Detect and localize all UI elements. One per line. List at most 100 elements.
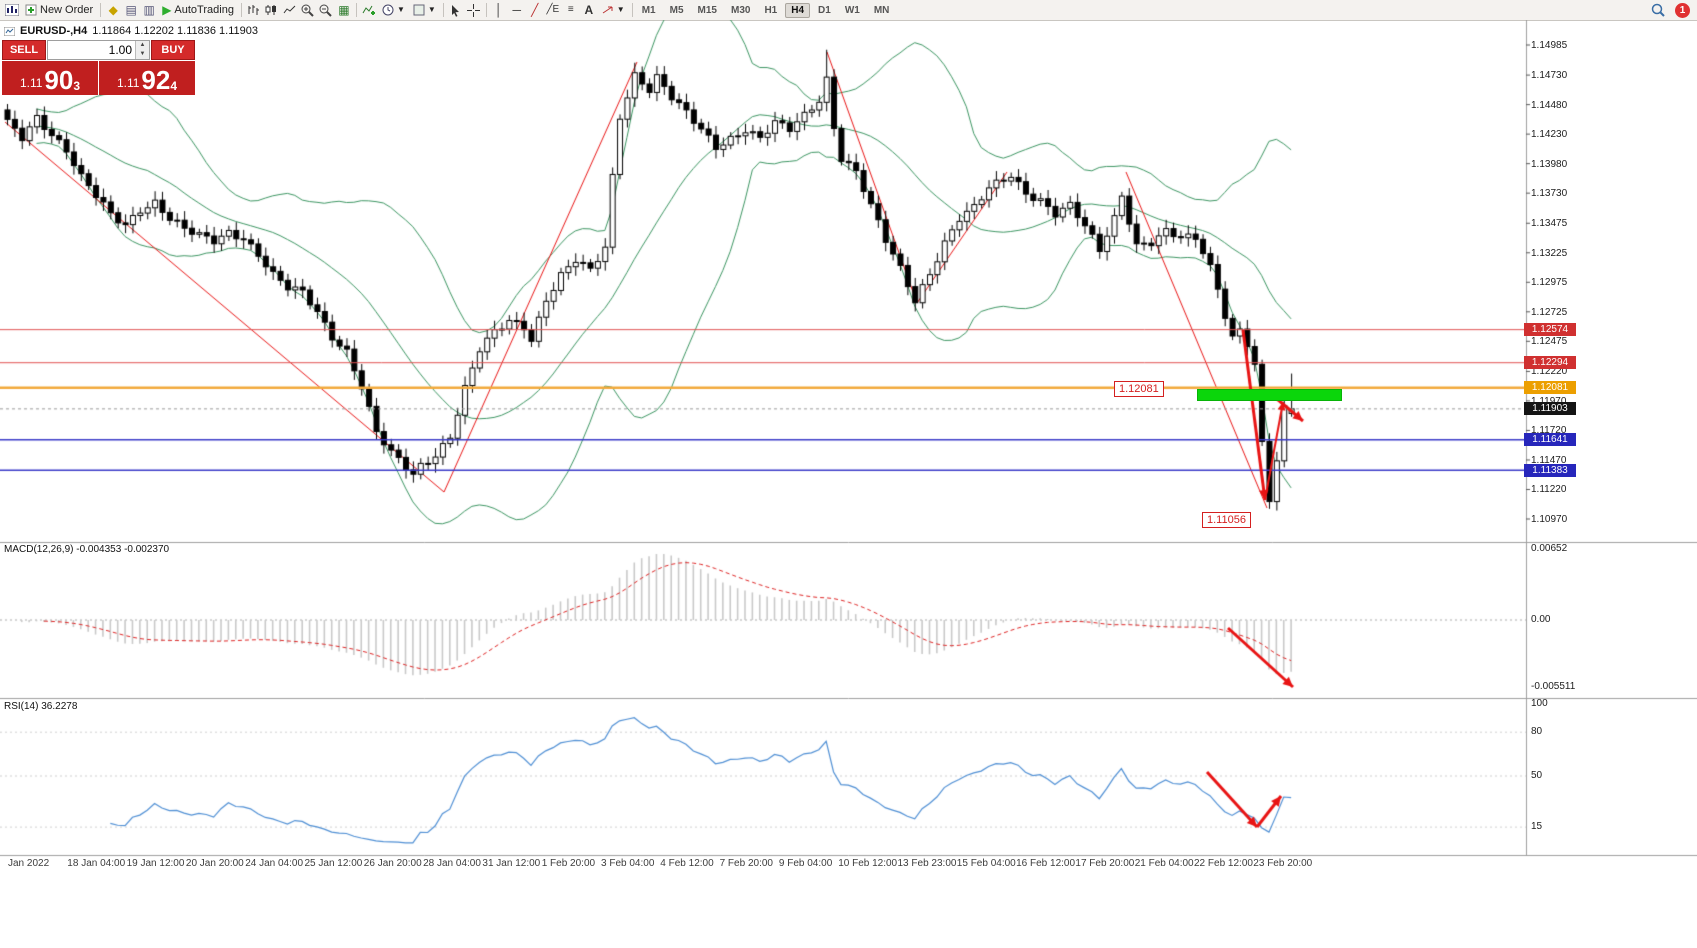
lot-increase-icon[interactable]: ▲	[136, 41, 149, 50]
lot-size-field[interactable]: ▲ ▼	[47, 40, 150, 60]
sell-button[interactable]: SELL	[2, 40, 46, 60]
crosshair-icon[interactable]	[465, 1, 483, 19]
rsi-label: RSI(14) 36.2278	[4, 701, 78, 712]
price-axis-label: 1.14730	[1531, 70, 1568, 82]
timeframe-button-H4[interactable]: H4	[785, 2, 811, 18]
fibonacci-tool-icon[interactable]: ≡	[567, 4, 574, 15]
level-price-tag: 1.12294	[1524, 356, 1576, 370]
autotrading-play-icon: ▶	[162, 3, 172, 17]
time-axis-label: 25 Jan 12:00	[304, 858, 363, 869]
price-axis-label: 1.14230	[1531, 129, 1568, 141]
notification-badge[interactable]: 1	[1675, 2, 1690, 18]
shapes-tool-button[interactable]: ▼	[598, 1, 629, 19]
indicators-icon[interactable]	[360, 1, 378, 19]
one-click-trading-panel: SELL ▲ ▼ BUY 1.11 90 3 1.11 92 4	[2, 40, 195, 95]
templates-button[interactable]: ▼	[409, 1, 440, 19]
time-axis-label: 19 Jan 12:00	[126, 858, 185, 869]
timeframe-button-W1[interactable]: W1	[844, 4, 860, 16]
sell-price-big: 90	[44, 65, 74, 95]
vertical-line-tool-icon[interactable]: │	[495, 3, 503, 17]
buy-price-small: 1.11	[116, 76, 140, 90]
horizontal-line-tool-icon[interactable]: ─	[512, 3, 522, 17]
timeframe-button-M30[interactable]: M30	[730, 4, 751, 16]
time-axis-label: 15 Feb 04:00	[956, 858, 1016, 869]
price-axis-label: 1.11970	[1531, 396, 1566, 407]
level-price-tag: 1.11383	[1524, 463, 1576, 477]
lot-size-input[interactable]	[48, 42, 135, 58]
price-callout[interactable]: 1.11056	[1202, 512, 1251, 528]
line-chart-icon[interactable]	[281, 1, 299, 19]
periods-button[interactable]: ▼	[378, 1, 409, 19]
equidistant-channel-tool-icon[interactable]: ╱E	[546, 4, 560, 15]
symbol-chart-icon	[4, 26, 15, 36]
new-order-icon	[25, 4, 37, 16]
price-callout[interactable]: 1.12081	[1114, 381, 1164, 397]
macd-axis-label: -0.005511	[1531, 681, 1576, 692]
chart-canvas[interactable]	[0, 20, 1697, 858]
highlight-zone[interactable]	[1197, 389, 1342, 401]
time-axis-label: 7 Feb 20:00	[719, 858, 773, 869]
price-axis-label: 1.12220	[1531, 366, 1568, 378]
rsi-axis-label: 80	[1531, 726, 1543, 737]
rsi-axis-label: 15	[1531, 821, 1543, 832]
ohlc-values: 1.11864 1.12202 1.11836 1.11903	[92, 25, 259, 37]
timeframe-button-M1[interactable]: M1	[641, 4, 656, 16]
toolbar-separator	[240, 3, 242, 17]
trendline-tool-icon[interactable]: ╱	[531, 3, 539, 17]
time-axis-label: 26 Jan 20:00	[363, 858, 422, 869]
arrows-tool-icon	[602, 6, 613, 14]
timeframe-button-M15[interactable]: M15	[697, 4, 717, 16]
ohlc-header: EURUSD-,H4 1.11864 1.12202 1.11836 1.119…	[4, 25, 258, 37]
timeframe-button-M5[interactable]: M5	[669, 4, 684, 16]
sell-price-button[interactable]: 1.11 90 3	[2, 61, 98, 95]
time-axis-label: 18 Jan 04:00	[67, 858, 126, 869]
price-axis-label: 1.10970	[1531, 514, 1568, 525]
toolbar-separator	[100, 3, 102, 17]
buy-button[interactable]: BUY	[151, 40, 195, 60]
macd-axis-label: 0.00652	[1531, 543, 1568, 554]
symbol-period-label: EURUSD-,H4	[20, 25, 88, 37]
text-tool-icon[interactable]: A	[584, 3, 594, 17]
template-icon	[413, 4, 425, 16]
timeframe-button-MN[interactable]: MN	[873, 4, 890, 16]
buy-price-sup: 4	[170, 79, 178, 93]
current-price-tag: 1.11903	[1524, 402, 1576, 416]
navigator-icon[interactable]: ▥	[143, 3, 155, 17]
lot-spinner[interactable]: ▲ ▼	[135, 41, 149, 59]
new-order-button[interactable]: New Order	[21, 1, 97, 19]
bar-chart-icon[interactable]	[245, 1, 263, 19]
buy-price-button[interactable]: 1.11 92 4	[99, 61, 195, 95]
timeframe-button-D1[interactable]: D1	[818, 4, 831, 16]
price-axis-label: 1.11470	[1531, 454, 1567, 466]
chevron-down-icon: ▼	[427, 5, 436, 14]
search-icon[interactable]	[1649, 1, 1667, 19]
price-axis-label: 1.13730	[1531, 188, 1568, 200]
market-watch-icon[interactable]: ▤	[125, 3, 137, 17]
rsi-axis-label: 100	[1531, 698, 1548, 709]
zoom-in-icon[interactable]	[299, 1, 317, 19]
time-axis-label: 21 Feb 04:00	[1134, 858, 1194, 869]
time-axis-label: 31 Jan 12:00	[482, 858, 541, 869]
time-axis-label: 3 Feb 04:00	[601, 858, 655, 869]
chevron-down-icon: ▼	[616, 5, 625, 14]
tile-windows-icon[interactable]: ▦	[338, 3, 350, 17]
time-axis-label: 22 Feb 12:00	[1194, 858, 1253, 869]
zoom-out-icon[interactable]	[317, 1, 335, 19]
macd-axis-label: 0.00	[1531, 614, 1551, 625]
time-axis-label: 4 Feb 12:00	[660, 858, 714, 869]
metaeditor-icon[interactable]: ◆	[108, 3, 118, 17]
time-axis-label: 20 Jan 20:00	[185, 858, 244, 869]
toolbar-right-group: 1	[1649, 1, 1694, 19]
level-price-tag: 1.12081	[1524, 381, 1576, 395]
candlestick-chart-icon[interactable]	[263, 1, 281, 19]
sell-price-small: 1.11	[19, 76, 43, 90]
cursor-icon[interactable]	[447, 1, 465, 19]
autotrading-button[interactable]: ▶ AutoTrading	[158, 1, 238, 19]
time-axis-label: 9 Feb 04:00	[778, 858, 833, 869]
lot-decrease-icon[interactable]: ▼	[136, 50, 149, 59]
clock-icon	[382, 4, 394, 16]
level-price-tag: 1.11641	[1524, 433, 1576, 447]
timeframe-button-H1[interactable]: H1	[764, 4, 778, 16]
chart-window-icon[interactable]	[3, 1, 21, 19]
